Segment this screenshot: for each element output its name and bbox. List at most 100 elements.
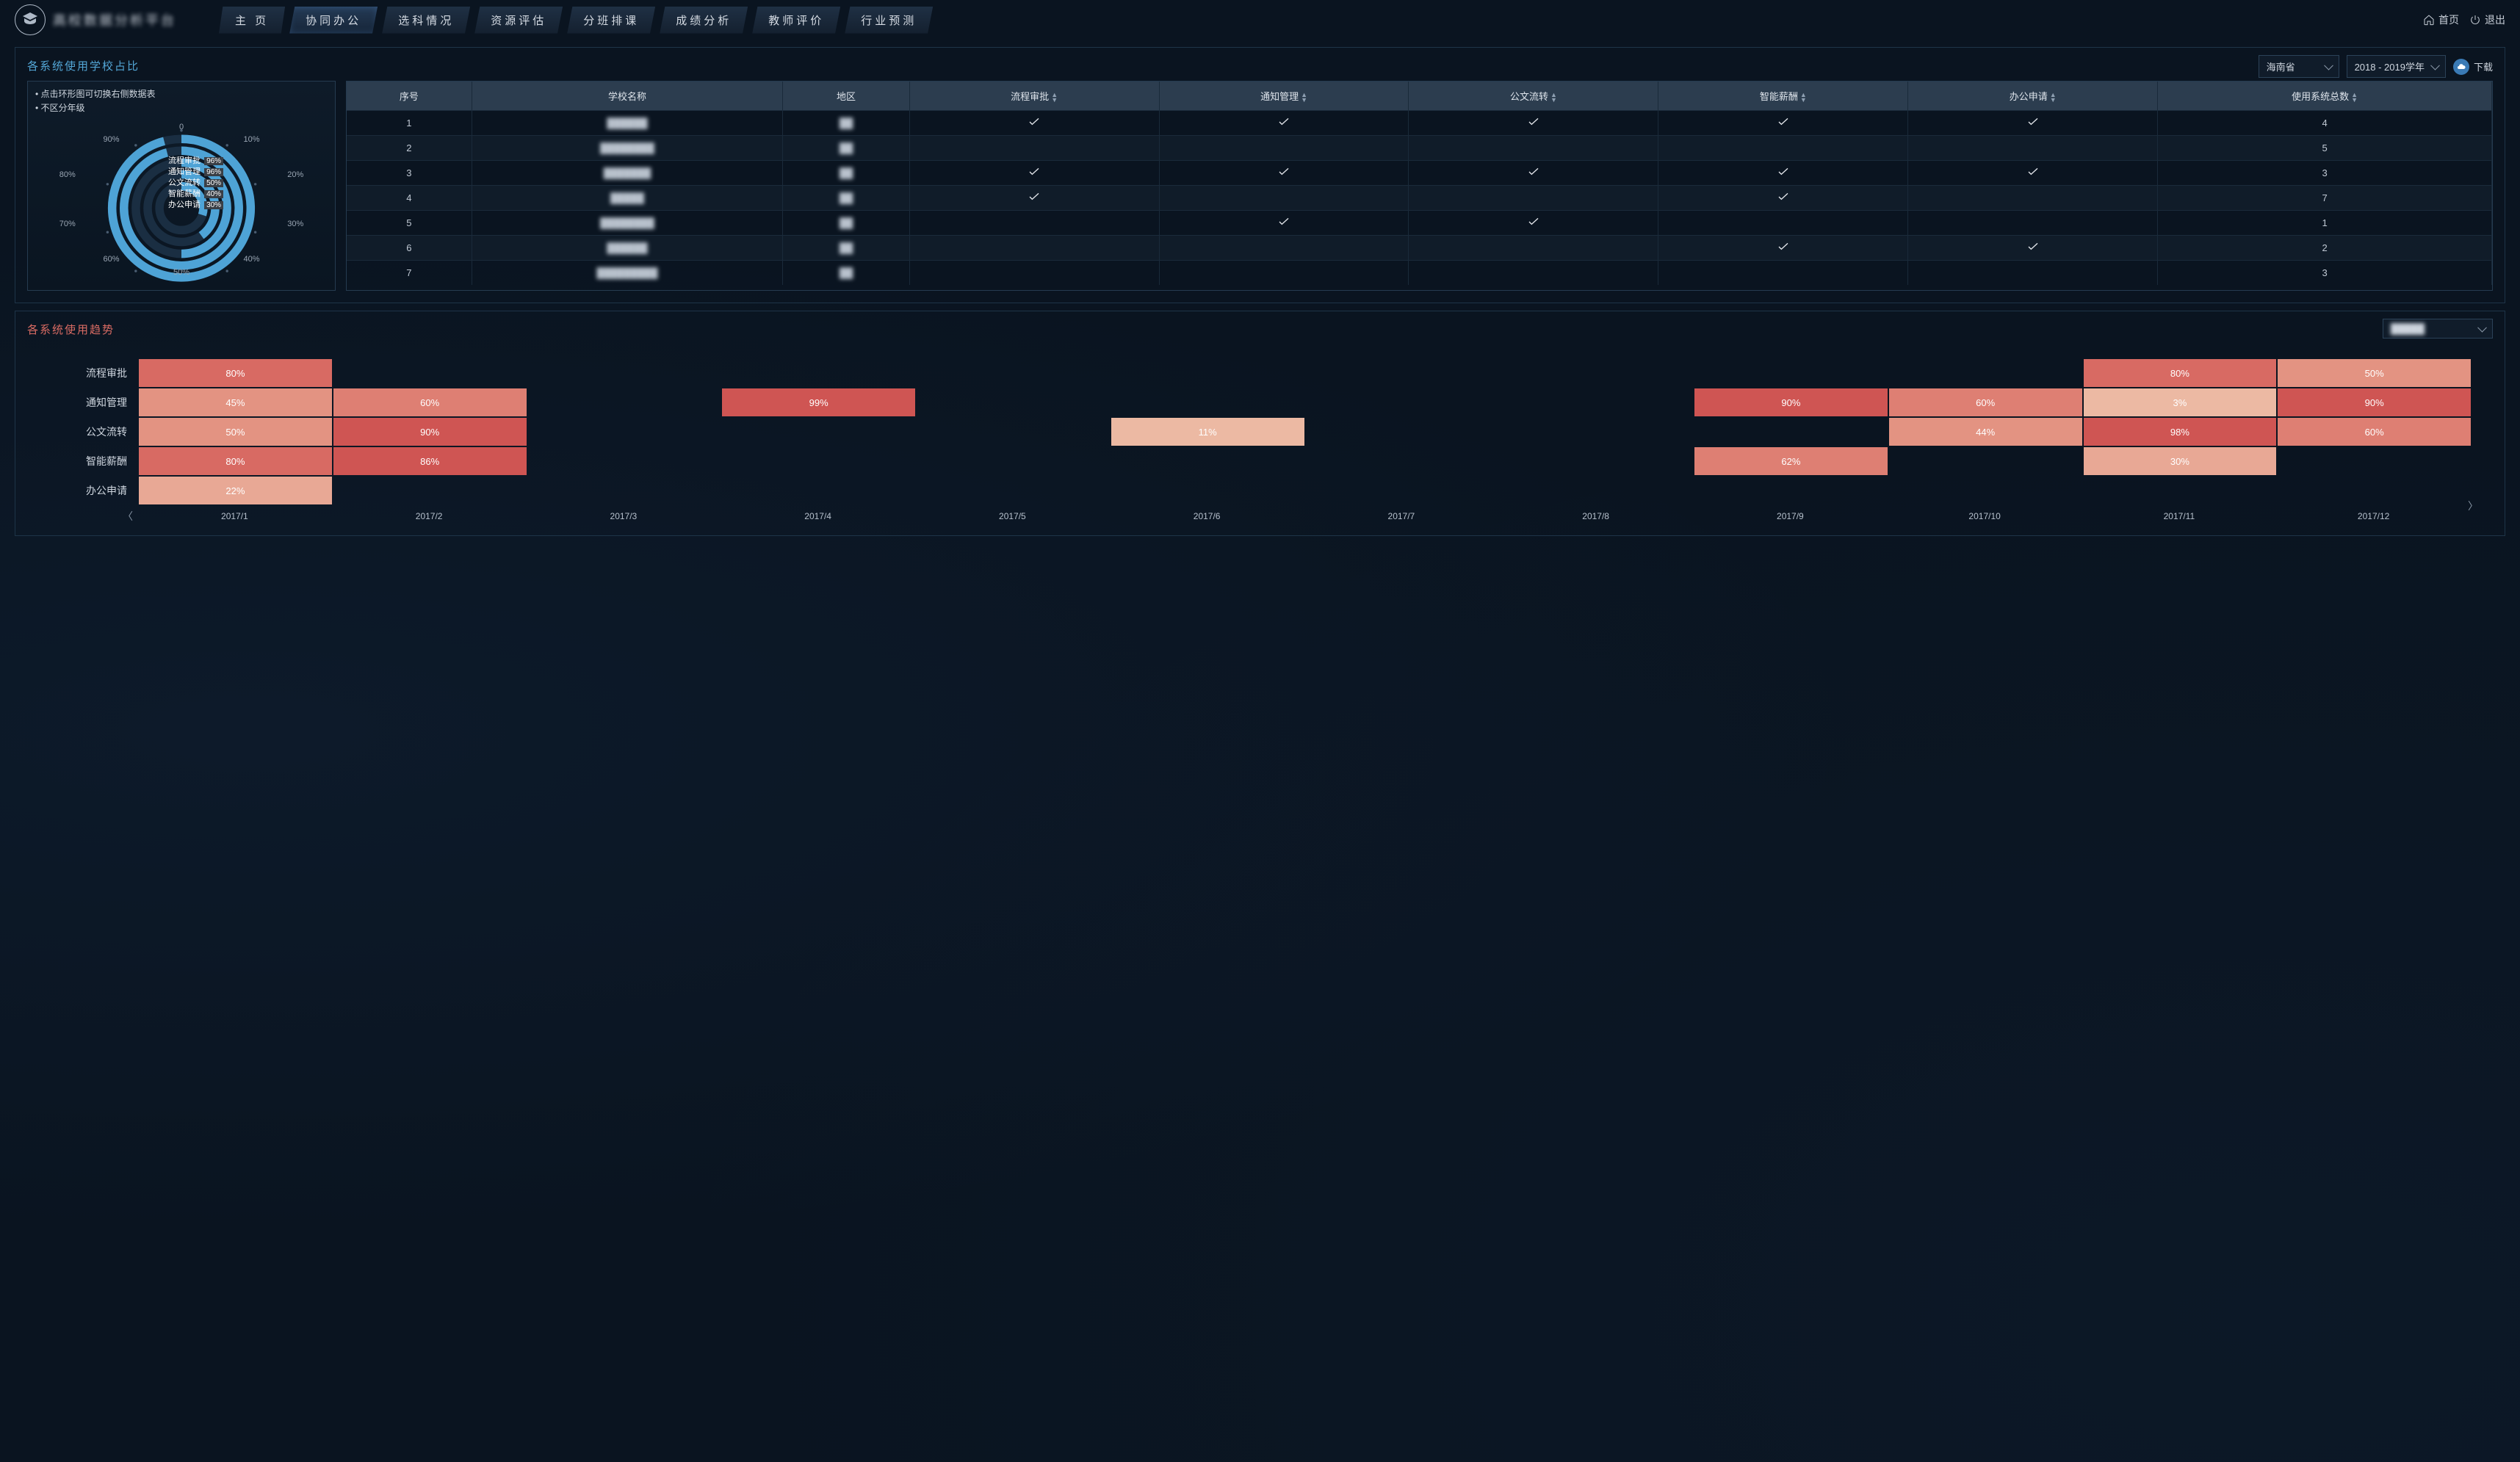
heatmap-cell[interactable] — [1500, 477, 1693, 504]
heatmap-cell[interactable] — [917, 388, 1110, 416]
heatmap-cell[interactable]: 99% — [722, 388, 915, 416]
nav-item-3[interactable]: 资源评估 — [474, 7, 563, 34]
heatmap-cell[interactable] — [1889, 477, 2082, 504]
trend-select[interactable]: █████ — [2383, 319, 2493, 339]
table-row[interactable]: 7███████████3 — [347, 261, 2492, 286]
panel-usage-trend: 各系统使用趋势 █████ 流程审批80%80%50%通知管理45%60%99%… — [15, 311, 2505, 536]
heatmap-cell[interactable]: 90% — [2278, 388, 2471, 416]
heatmap-cell[interactable]: 98% — [2084, 418, 2277, 446]
heatmap-prev-button[interactable]: 〈 — [49, 509, 137, 524]
heatmap-cell[interactable]: 30% — [2084, 447, 2277, 475]
table-row[interactable]: 3█████████3 — [347, 161, 2492, 186]
heatmap-cell[interactable]: 80% — [2084, 359, 2277, 387]
heatmap-cell[interactable]: 60% — [2278, 418, 2471, 446]
home-link[interactable]: 首页 — [2423, 12, 2459, 27]
heatmap-cell[interactable]: 60% — [333, 388, 527, 416]
table-header-cell[interactable]: 通知管理▲▼ — [1159, 82, 1409, 111]
heatmap-month-label: 2017/6 — [1110, 511, 1304, 521]
heatmap-cell[interactable] — [1694, 477, 1888, 504]
nav-item-2[interactable]: 选科情况 — [382, 7, 470, 34]
heatmap-cell[interactable] — [528, 359, 721, 387]
heatmap-cell[interactable] — [528, 418, 721, 446]
heatmap-cell[interactable] — [528, 388, 721, 416]
heatmap-cell[interactable] — [1111, 359, 1304, 387]
heatmap-cell[interactable] — [1500, 359, 1693, 387]
heatmap-cell[interactable]: 11% — [1111, 418, 1304, 446]
heatmap-cell[interactable] — [917, 477, 1110, 504]
heatmap-cell[interactable]: 60% — [1889, 388, 2082, 416]
logout-link[interactable]: 退出 — [2469, 12, 2505, 27]
heatmap-cell[interactable] — [528, 477, 721, 504]
logo-badge-icon — [15, 4, 46, 35]
heatmap-cell[interactable] — [2278, 447, 2471, 475]
download-button[interactable]: 下载 — [2453, 59, 2493, 75]
heatmap-cell[interactable]: 90% — [333, 418, 527, 446]
heatmap-cell[interactable] — [2278, 477, 2471, 504]
heatmap-cell[interactable] — [1306, 359, 1499, 387]
ring-chart[interactable]: 流程审批 96%通知管理 96%公文流转 50%智能薪酬 40%办公申请 30%… — [35, 115, 328, 284]
heatmap-cell[interactable]: 44% — [1889, 418, 2082, 446]
nav-item-6[interactable]: 教师评价 — [752, 7, 840, 34]
year-select[interactable]: 2018 - 2019学年 — [2347, 55, 2446, 78]
cell-check — [909, 161, 1159, 186]
heatmap-cell[interactable] — [722, 477, 915, 504]
heatmap-cell[interactable] — [722, 359, 915, 387]
heatmap-cell[interactable] — [1306, 388, 1499, 416]
heatmap-cell[interactable] — [722, 447, 915, 475]
heatmap-cell[interactable]: 90% — [1694, 388, 1888, 416]
heatmap-cell[interactable] — [333, 477, 527, 504]
table-row[interactable]: 5██████████1 — [347, 211, 2492, 236]
heatmap-cell[interactable]: 62% — [1694, 447, 1888, 475]
nav-item-1[interactable]: 协同办公 — [289, 7, 378, 34]
heatmap-cell[interactable] — [1306, 447, 1499, 475]
heatmap-cell[interactable]: 3% — [2084, 388, 2277, 416]
table-row[interactable]: 2██████████5 — [347, 136, 2492, 161]
region-select[interactable]: 海南省 — [2259, 55, 2339, 78]
heatmap-cell[interactable] — [1111, 477, 1304, 504]
heatmap-cell[interactable] — [1111, 388, 1304, 416]
heatmap-cell[interactable] — [2084, 477, 2277, 504]
heatmap-cell[interactable] — [333, 359, 527, 387]
heatmap-cell[interactable] — [722, 418, 915, 446]
heatmap-cell[interactable] — [917, 359, 1110, 387]
heatmap-cell[interactable] — [1306, 418, 1499, 446]
heatmap-cell[interactable] — [1111, 447, 1304, 475]
table-row[interactable]: 4███████7 — [347, 186, 2492, 211]
nav-item-5[interactable]: 成绩分析 — [660, 7, 748, 34]
heatmap-cell[interactable] — [1500, 388, 1693, 416]
heatmap-cell[interactable] — [1500, 418, 1693, 446]
heatmap-cell[interactable] — [1694, 359, 1888, 387]
heatmap-cell[interactable]: 80% — [139, 447, 332, 475]
heatmap-cell[interactable]: 50% — [139, 418, 332, 446]
cell-check — [1409, 186, 1658, 211]
heatmap-cell[interactable] — [1306, 477, 1499, 504]
cell-index: 1 — [347, 111, 472, 136]
heatmap-cell[interactable] — [917, 447, 1110, 475]
heatmap-cell[interactable]: 45% — [139, 388, 332, 416]
heatmap-cell[interactable]: 50% — [2278, 359, 2471, 387]
heatmap-next-button[interactable]: 〉 — [2468, 499, 2478, 513]
heatmap-cell[interactable]: 22% — [139, 477, 332, 504]
heatmap-cell[interactable] — [917, 418, 1110, 446]
table-row[interactable]: 1████████4 — [347, 111, 2492, 136]
heatmap-cell[interactable] — [1694, 418, 1888, 446]
heatmap-cell[interactable]: 80% — [139, 359, 332, 387]
table-row[interactable]: 6████████2 — [347, 236, 2492, 261]
table-header-cell[interactable]: 办公申请▲▼ — [1908, 82, 2158, 111]
table-header-cell[interactable]: 流程审批▲▼ — [909, 82, 1159, 111]
table-header-cell[interactable]: 智能薪酬▲▼ — [1658, 82, 1908, 111]
cell-check — [1658, 236, 1908, 261]
ring-series-label: 办公申请 30% — [168, 200, 223, 211]
heatmap-month-label: 2017/10 — [1888, 511, 2082, 521]
heatmap-cell[interactable] — [1500, 447, 1693, 475]
nav-item-4[interactable]: 分班排课 — [567, 7, 655, 34]
table-header-cell[interactable]: 使用系统总数▲▼ — [2158, 82, 2492, 111]
nav-item-0[interactable]: 主 页 — [219, 7, 285, 34]
heatmap-cell[interactable] — [1889, 447, 2082, 475]
heatmap-cell[interactable]: 86% — [333, 447, 527, 475]
heatmap-cell[interactable] — [1889, 359, 2082, 387]
nav-item-7[interactable]: 行业预测 — [845, 7, 933, 34]
heatmap-cell[interactable] — [528, 447, 721, 475]
ring-tick-label: 70% — [59, 220, 76, 228]
table-header-cell[interactable]: 公文流转▲▼ — [1409, 82, 1658, 111]
